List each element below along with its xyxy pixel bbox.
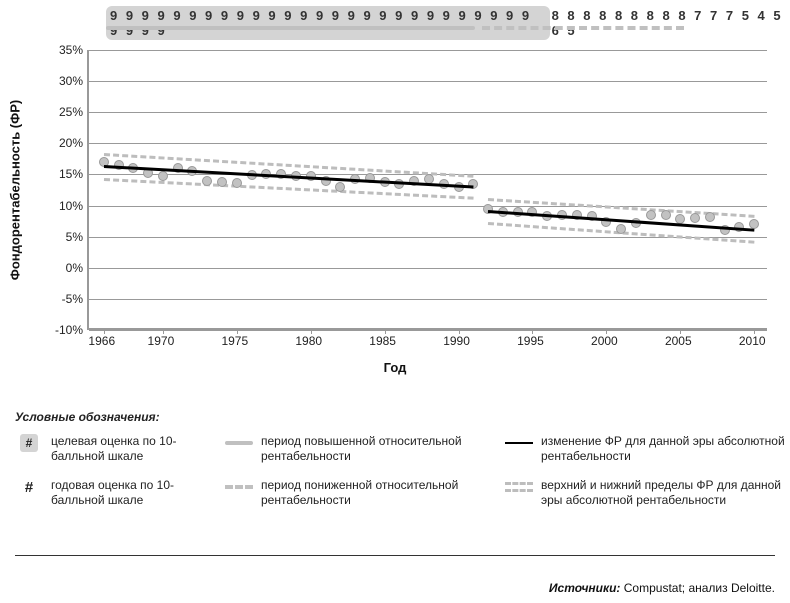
chart-container: Фондорентабельность (ФР) Год -10%-5%0%5%… <box>15 40 775 370</box>
solid-black-swatch-icon <box>505 442 533 445</box>
gridline <box>89 299 767 300</box>
gridline <box>89 50 767 51</box>
data-point <box>646 210 656 220</box>
data-point <box>616 224 626 234</box>
xtick-label: 1980 <box>295 334 322 348</box>
legend-period-high: период повышенной относительной рентабел… <box>225 434 505 464</box>
ytick-label: 35% <box>28 43 83 57</box>
legend-trend: изменение ФР для данной эры абсолютной р… <box>505 434 785 464</box>
legend-bounds: верхний и нижний пределы ФР для данной э… <box>505 478 785 508</box>
data-point <box>690 213 700 223</box>
gridline <box>89 330 767 331</box>
hash-box-icon: # <box>20 434 38 452</box>
gridline <box>89 143 767 144</box>
source-citation: Источники: Compustat; анализ Deloitte. <box>549 581 775 595</box>
xtick-label: 2005 <box>665 334 692 348</box>
legend-period-low: период пониженной относительной рентабел… <box>225 478 505 508</box>
gridline <box>89 112 767 113</box>
xtick-label: 2000 <box>591 334 618 348</box>
footer-divider <box>15 555 775 556</box>
xtick-label: 2010 <box>739 334 766 348</box>
legend-title: Условные обозначения: <box>15 410 775 424</box>
gridline <box>89 268 767 269</box>
xtick-label: 1970 <box>148 334 175 348</box>
ytick-label: 25% <box>28 105 83 119</box>
ytick-label: 10% <box>28 199 83 213</box>
solid-gray-swatch-icon <box>225 441 253 445</box>
digit-plain: 8 8 8 8 8 8 8 8 8 7 7 7 5 4 5 6 5 <box>550 6 790 40</box>
period-low-bar <box>482 26 684 30</box>
data-point <box>335 182 345 192</box>
gridline <box>89 206 767 207</box>
digit-highlighted: 9 9 9 9 9 9 9 9 9 9 9 9 9 9 9 9 9 9 9 9 … <box>106 6 550 40</box>
ytick-label: 30% <box>28 74 83 88</box>
ytick-label: 0% <box>28 261 83 275</box>
data-point <box>217 177 227 187</box>
gridline <box>89 81 767 82</box>
xtick-label: 1975 <box>221 334 248 348</box>
dashed-gray-swatch-icon <box>225 485 253 489</box>
xtick-label: 1990 <box>443 334 470 348</box>
data-point <box>661 210 671 220</box>
legend-annual-score: # годовая оценка по 10-балльной шкале <box>15 478 225 508</box>
ytick-label: -10% <box>28 323 83 337</box>
data-point <box>158 171 168 181</box>
ytick-label: 15% <box>28 167 83 181</box>
legend-target-score: # целевая оценка по 10-балльной шкале <box>15 434 225 464</box>
top-digit-sequence: 9 9 9 9 9 9 9 9 9 9 9 9 9 9 9 9 9 9 9 9 … <box>106 6 790 40</box>
data-point <box>232 178 242 188</box>
hash-plain-icon: # <box>25 479 33 496</box>
ytick-label: 20% <box>28 136 83 150</box>
double-dash-swatch-icon <box>505 481 533 493</box>
legend: Условные обозначения: # целевая оценка п… <box>15 410 775 508</box>
data-point <box>202 176 212 186</box>
xtick-label: 1966 <box>88 334 115 348</box>
x-axis-label: Год <box>384 360 407 375</box>
plot-area <box>87 50 767 330</box>
data-point <box>705 212 715 222</box>
ytick-label: 5% <box>28 230 83 244</box>
y-axis-label: Фондорентабельность (ФР) <box>8 100 23 280</box>
xtick-label: 1985 <box>369 334 396 348</box>
ytick-label: -5% <box>28 292 83 306</box>
xtick-label: 1995 <box>517 334 544 348</box>
period-high-bar <box>106 26 475 30</box>
